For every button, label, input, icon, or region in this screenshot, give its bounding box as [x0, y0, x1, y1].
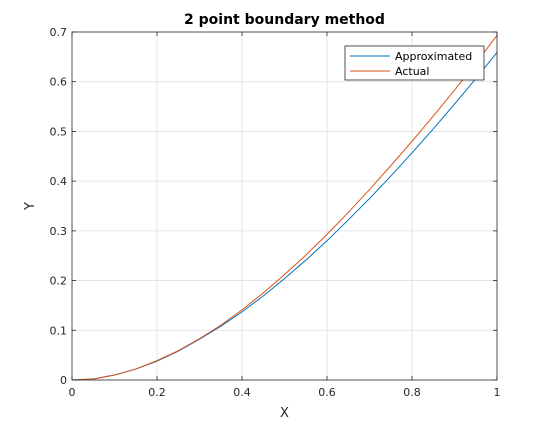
y-tick-label: 0.4: [50, 175, 68, 188]
y-axis-label: Y: [23, 202, 38, 211]
axes-box: [71, 31, 498, 381]
legend-box: [344, 45, 485, 81]
legend: Approximated Actual: [344, 45, 485, 81]
y-tick-label: 0.7: [50, 26, 68, 39]
y-tick-label: 0.6: [50, 76, 68, 89]
legend-label-approximated: Approximated: [395, 50, 472, 63]
x-tick-label: 0: [69, 386, 76, 399]
x-tick-label: 0.8: [403, 386, 421, 399]
x-axis-label: X: [280, 406, 289, 421]
axis-ticks: 0 0.2 0.4 0.6 0.8 1 0 0.1 0.2 0.3 0.4 0.5 0.6 0.7: [50, 26, 501, 399]
x-tick-label: 0.6: [318, 386, 336, 399]
y-tick-label: 0.5: [50, 125, 68, 138]
x-tick-label: 0.4: [233, 386, 251, 399]
y-tick-label: 0.1: [50, 324, 68, 337]
y-tick-label: 0.2: [50, 275, 68, 288]
grid: [72, 32, 497, 380]
series-line-actual: [71, 35, 498, 381]
y-tick-label: 0.3: [50, 225, 68, 238]
series-lines: [71, 35, 498, 381]
x-tick-label: 0.2: [148, 386, 166, 399]
y-tick-label: 0: [60, 374, 67, 387]
chart-title: 2 point boundary method: [184, 12, 385, 28]
x-tick-label: 1: [494, 386, 501, 399]
legend-label-actual: Actual: [395, 65, 429, 78]
